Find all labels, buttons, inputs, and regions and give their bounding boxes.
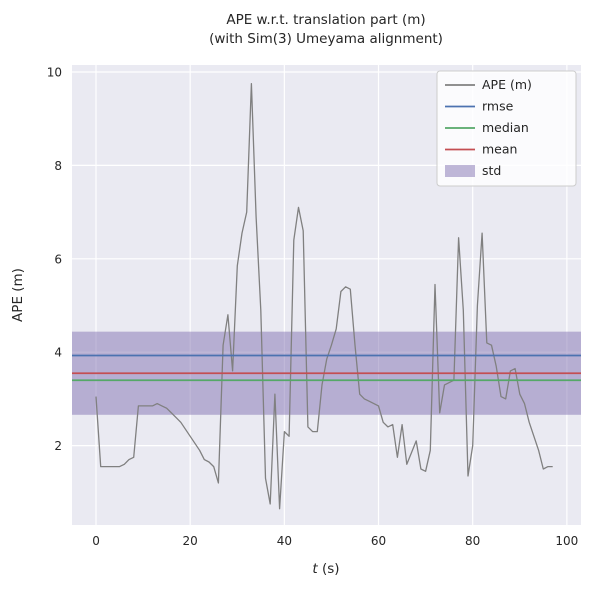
x-tick-label: 60 (371, 534, 386, 548)
ape-line (95, 83, 553, 510)
x-tick-label: 0 (92, 534, 100, 548)
legend-label-std: std (482, 163, 501, 178)
y-tick-label: 6 (54, 252, 62, 266)
y-tick-label: 2 (54, 439, 62, 453)
y-axis-label: APE (m) (10, 268, 26, 322)
x-tick-label: 80 (465, 534, 480, 548)
y-tick-label: 10 (47, 66, 62, 80)
legend-swatch-std (445, 165, 475, 177)
legend-box (436, 70, 577, 187)
x-tick-label: 100 (555, 534, 578, 548)
legend-label-mean: mean (482, 142, 517, 157)
x-tick-label: 20 (183, 534, 198, 548)
x-axis-label: t (s) (312, 561, 339, 577)
chart-title-line2: (with Sim(3) Umeyama alignment) (209, 31, 443, 47)
x-axis-label-unit: (s) (318, 561, 340, 577)
legend: APE (m) rmse median mean std (436, 70, 577, 187)
legend-label-ape: APE (m) (482, 77, 532, 92)
chart-title-line1: APE w.r.t. translation part (m) (226, 12, 425, 28)
legend-label-median: median (482, 120, 529, 135)
y-tick-label: 8 (54, 159, 62, 173)
legend-label-rmse: rmse (482, 99, 514, 114)
x-tick-label: 40 (277, 534, 292, 548)
x-axis-label-var: t (312, 561, 318, 577)
y-tick-label: 4 (54, 346, 62, 360)
